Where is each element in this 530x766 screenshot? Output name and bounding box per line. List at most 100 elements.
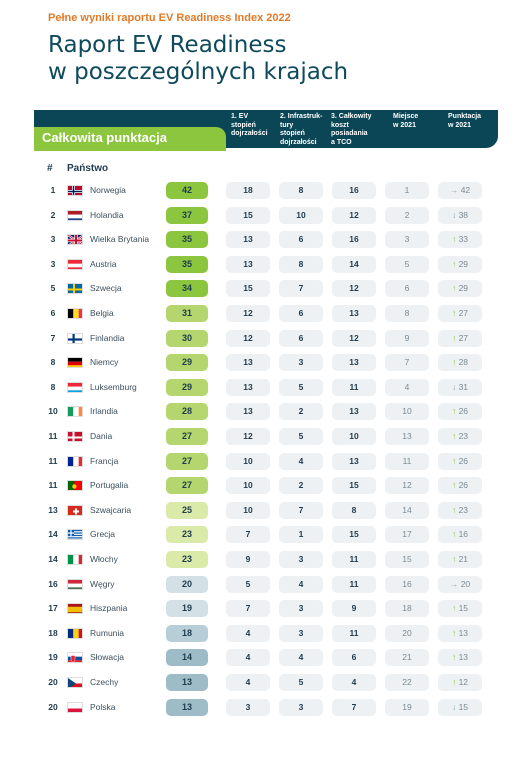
trend-arrow-icon: ↑: [451, 283, 457, 294]
infrastructure-cell: 7: [279, 280, 323, 298]
rank-cell: 14: [48, 554, 58, 564]
place-2021-cell: 21: [385, 649, 429, 667]
place-2021-cell: 14: [385, 501, 429, 519]
score-2021-value: 20: [460, 578, 471, 589]
ev-maturity-cell: 4: [226, 624, 270, 642]
col-header-score-2021: Punktacja w 2021: [448, 113, 481, 130]
total-score-cell: 29: [166, 354, 208, 372]
infrastructure-cell: 3: [279, 624, 323, 642]
table-row: 18 Rumunia 18 4 3 11 20 ↑ 13: [0, 624, 530, 644]
place-2021-cell: 11: [385, 452, 429, 470]
tco-cell: 11: [332, 575, 376, 593]
score-2021-value: 26: [458, 455, 469, 466]
place-2021-cell: 15: [385, 551, 429, 568]
table-row: 19 Słowacja 14 4 4 6 21 ↑ 13: [0, 648, 530, 668]
country-name: Włochy: [90, 554, 118, 564]
score-2021-cell: ↑ 27: [438, 305, 482, 322]
ev-maturity-cell: 7: [226, 526, 270, 544]
rank-cell: 8: [50, 381, 56, 392]
score-2021-value: 38: [458, 209, 469, 220]
score-2021-cell: ↑ 29: [438, 280, 482, 298]
total-score-cell: 27: [166, 452, 208, 470]
score-2021-value: 28: [458, 357, 469, 368]
score-2021-value: 12: [458, 677, 469, 687]
greece-flag: [67, 529, 83, 541]
country-name: Szwajcaria: [90, 504, 132, 515]
infrastructure-cell: 6: [279, 329, 323, 347]
country-name: Holandia: [90, 209, 124, 220]
title-line-2: w poszczególnych krajach: [48, 59, 349, 85]
infrastructure-cell: 2: [279, 403, 323, 421]
score-2021-cell: ↑ 12: [438, 674, 482, 691]
rank-cell: 11: [48, 431, 58, 441]
ev-maturity-cell: 4: [226, 649, 270, 667]
trend-arrow-icon: ↓: [451, 209, 457, 220]
country-name: Słowacja: [90, 652, 125, 663]
country-name: Portugalia: [90, 480, 129, 491]
tco-cell: 12: [332, 280, 376, 298]
score-2021-cell: ↓ 15: [438, 698, 482, 716]
infrastructure-cell: 7: [279, 501, 323, 519]
report-kicker: Pełne wyniki raportu EV Readiness Index …: [48, 12, 291, 24]
total-score-cell: 27: [166, 477, 208, 495]
col-header-score-line: Punktacja: [448, 113, 482, 120]
title-line-1: Raport EV Readiness: [48, 32, 287, 58]
infrastructure-cell: 6: [279, 305, 323, 322]
place-2021-cell: 4: [385, 378, 429, 396]
trend-arrow-icon: ↑: [451, 234, 457, 245]
country-name: Szwecja: [90, 283, 122, 294]
tco-cell: 10: [332, 428, 376, 445]
table-row: 5 Szwecja 34 15 7 12 6 ↑ 29: [0, 279, 530, 299]
austria-flag: [67, 258, 83, 270]
tco-cell: 13: [332, 305, 376, 322]
trend-arrow-icon: ↑: [451, 258, 457, 269]
score-2021-cell: ↑ 28: [438, 354, 482, 372]
table-row: 8 Luksemburg 29 13 5 11 4 ↓ 31: [0, 378, 530, 398]
table-row: 11 Portugalia 27 10 2 15 12 ↑ 26: [0, 476, 530, 496]
score-2021-cell: ↑ 16: [438, 526, 482, 544]
country-name: Rumunia: [90, 627, 125, 638]
score-2021-value: 27: [458, 332, 469, 343]
total-score-cell: 25: [166, 501, 208, 519]
country-name: Węgry: [90, 578, 115, 589]
country-name: Irlandia: [90, 406, 118, 417]
score-2021-cell: ↑ 29: [438, 255, 482, 273]
table-row: 8 Niemcy 29 13 3 13 7 ↑ 28: [0, 353, 530, 373]
total-score-cell: 31: [166, 305, 208, 322]
total-score-cell: 20: [166, 575, 208, 593]
rank-cell: 19: [48, 652, 58, 663]
col-header-tco-line: posiadania: [331, 130, 368, 137]
place-2021-cell: 2: [385, 206, 429, 224]
country-name: Polska: [90, 701, 116, 712]
col-header-ev-line: 1. EV: [231, 113, 249, 120]
col-header-place-line: Miejsce: [393, 113, 419, 120]
ireland-flag: [67, 406, 83, 418]
score-2021-value: 15: [458, 603, 469, 614]
trend-arrow-icon: ↑: [451, 504, 457, 515]
place-2021-cell: 22: [385, 674, 429, 691]
infrastructure-cell: 6: [279, 231, 323, 249]
ev-maturity-cell: 12: [226, 305, 270, 322]
table-row: 11 Dania 27 12 5 10 13 ↑ 23: [0, 427, 530, 447]
rank-cell: 20: [48, 677, 58, 687]
score-2021-value: 29: [458, 283, 469, 294]
col-header-infra-line: tury: [280, 121, 294, 129]
rank-cell: 18: [48, 627, 58, 638]
france-flag: [67, 455, 83, 467]
place-2021-cell: 17: [385, 526, 429, 544]
table-row: 7 Finlandia 30 12 6 12 9 ↑ 27: [0, 329, 530, 349]
ev-maturity-cell: 10: [226, 452, 270, 470]
place-2021-cell: 12: [385, 477, 429, 495]
poland-flag: [67, 701, 83, 713]
ev-maturity-cell: 10: [226, 477, 270, 495]
norway-flag: [67, 185, 83, 196]
col-header-place-2021: Miejsce w 2021: [393, 113, 418, 130]
tco-cell: 4: [332, 674, 376, 691]
table-row: 2 Holandia 37 15 10 12 2 ↓ 38: [0, 206, 530, 226]
trend-arrow-icon: →: [449, 578, 459, 589]
rank-cell: 6: [50, 308, 56, 318]
table-row: 20 Polska 13 3 3 7 19 ↓ 15: [0, 698, 530, 718]
tco-cell: 11: [332, 551, 376, 568]
trend-arrow-icon: ↓: [451, 701, 457, 712]
infrastructure-cell: 10: [279, 206, 323, 224]
